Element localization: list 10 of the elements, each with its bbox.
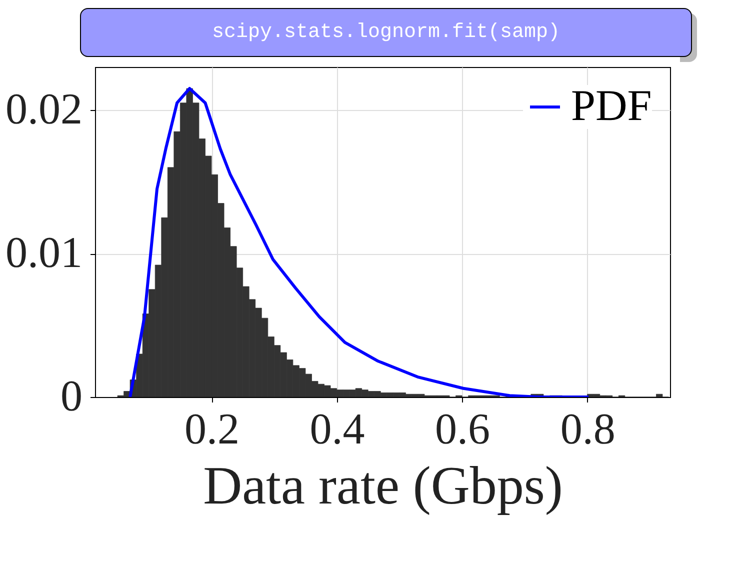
text: scipy.stats.lognorm.fit(samp) [80,8,692,57]
x-axis-title: Data rate (Gbps) [203,456,563,516]
y-tick-label: 0.02 [6,84,82,134]
x-tick-label: 0.4 [310,404,365,454]
legend-label: PDF [571,81,652,130]
y-tick-label: 0 [60,372,82,420]
x-tick-label: 0.2 [184,404,240,454]
x-tick-label: 0.6 [435,404,490,454]
x-tick-label: 0.8 [560,404,616,454]
y-tick-label: 0.01 [6,228,82,278]
